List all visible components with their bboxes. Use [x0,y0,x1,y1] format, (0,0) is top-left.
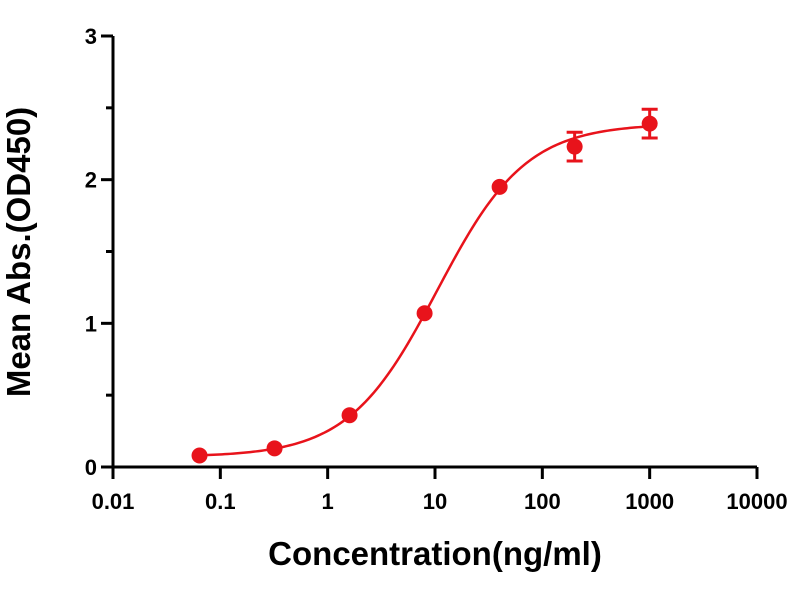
y-tick-label: 3 [85,24,97,49]
x-tick-label: 0.1 [205,489,236,514]
data-point [416,305,433,322]
x-axis-title: Concentration(ng/ml) [268,535,602,572]
x-tick-label: 10000 [726,489,787,514]
x-tick-label: 1 [322,489,334,514]
axes-layer [111,36,757,469]
fit-curve-line [199,125,650,457]
data-point [566,138,583,155]
fit-curve-layer [199,125,650,457]
data-point [491,178,508,195]
y-tick-label: 2 [85,168,97,193]
data-point [341,407,358,424]
data-point [641,115,658,132]
x-tick-label: 1000 [625,489,674,514]
data-point [266,440,283,457]
data-points-layer [191,107,658,464]
x-tick-label: 10 [423,489,447,514]
ticks-layer: 0.01 0.1 1 10 100 1000 10000 0 1 2 3 [85,24,788,514]
x-tick-label: 100 [524,489,561,514]
y-axis-title: Mean Abs.(OD450) [0,107,37,397]
y-tick-label: 0 [85,455,97,480]
x-tick-label: 0.01 [92,489,135,514]
data-point [191,447,208,464]
y-tick-label: 1 [85,311,97,336]
